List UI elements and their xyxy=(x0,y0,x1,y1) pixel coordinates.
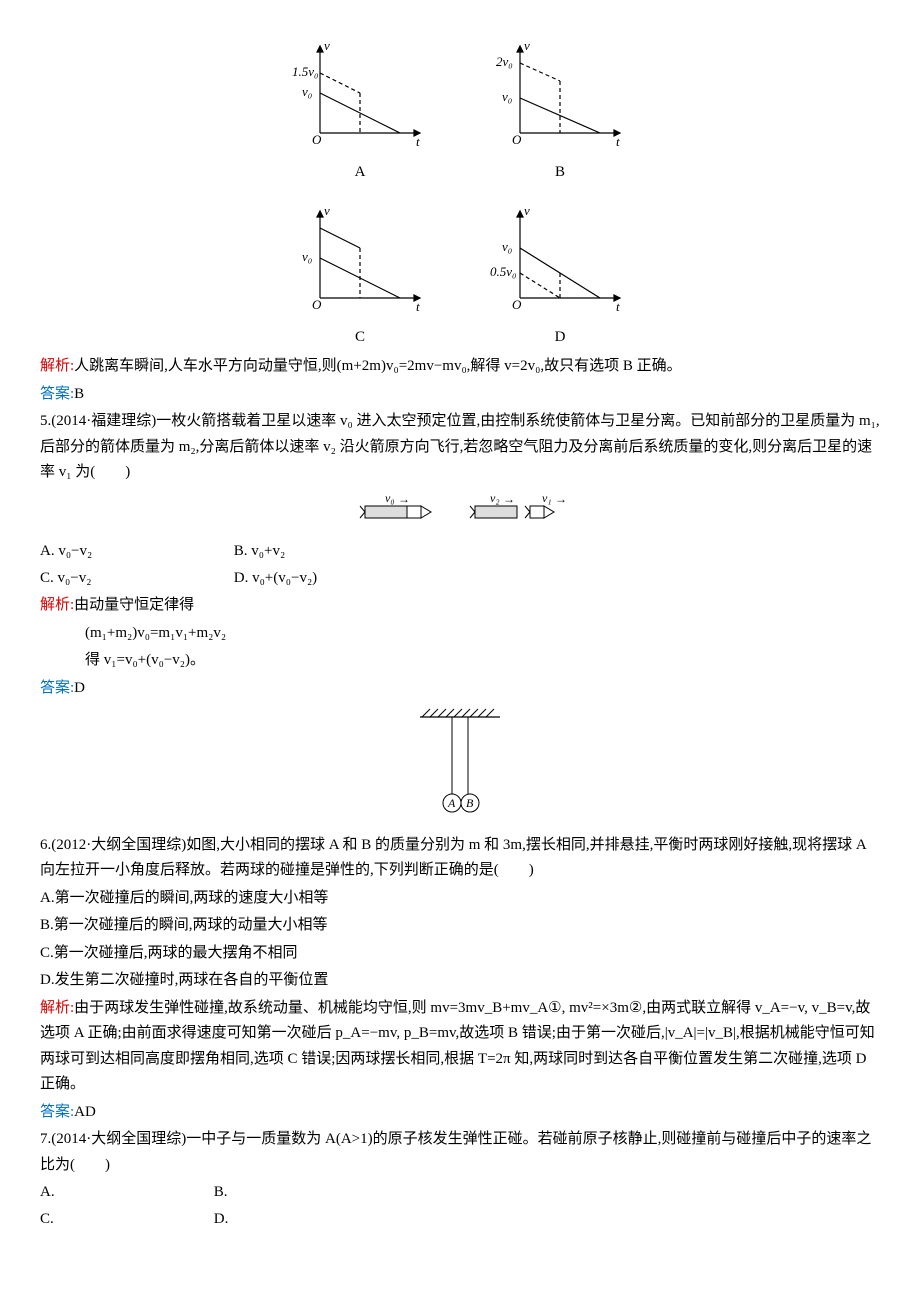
q5-answer-text: D xyxy=(74,680,85,696)
analysis-label: 解析: xyxy=(40,358,74,374)
q4-analysis: 解析:人跳离车瞬间,人车水平方向动量守恒,则(m+2m)v₀=2mv−mv₀,解… xyxy=(40,354,880,380)
svg-text:t: t xyxy=(616,134,620,148)
svg-text:→: → xyxy=(398,492,410,506)
q4-answer-text: B xyxy=(74,386,84,402)
q6-optC: C.第一次碰撞后,两球的最大摆角不相同 xyxy=(40,941,880,967)
q7-optA: A. xyxy=(40,1180,210,1206)
q7-optD: D. xyxy=(214,1207,384,1233)
graph-B-label: B xyxy=(490,160,630,186)
svg-text:t: t xyxy=(616,299,620,313)
q5-analysis-text: 由动量守恒定律得 xyxy=(74,597,194,613)
q7-num: 7. xyxy=(40,1131,51,1147)
svg-text:1.5v₀: 1.5v₀ xyxy=(292,64,319,79)
q5-stem: 5.(2014·福建理综)一枚火箭搭载着卫星以速率 v₀ 进入太空预定位置,由控… xyxy=(40,409,880,486)
graph-A-svg: 1.5v₀ v₀ O t v xyxy=(290,38,430,148)
svg-text:v₂: v₂ xyxy=(490,492,500,505)
q4-answer: 答案:B xyxy=(40,382,880,408)
graph-A: 1.5v₀ v₀ O t v A xyxy=(290,38,430,185)
q6-optA: A.第一次碰撞后的瞬间,两球的速度大小相等 xyxy=(40,886,880,912)
graph-C-label: C xyxy=(290,325,430,351)
svg-text:t: t xyxy=(416,134,420,148)
q5-optD: D. v₀+(v₀−v₂) xyxy=(234,566,424,592)
q5-analysis-l3: 得 v₁=v₀+(v₀−v₂)。 xyxy=(40,648,880,674)
graph-D-label: D xyxy=(490,325,630,351)
q5-opts-row1: A. v₀−v₂ B. v₀+v₂ xyxy=(40,539,880,565)
q6-stem: 6.(2012·大纲全国理综)如图,大小相同的摆球 A 和 B 的质量分别为 m… xyxy=(40,833,880,884)
graph-D-svg: v₀ 0.5v₀ O t v xyxy=(490,203,630,313)
svg-text:v: v xyxy=(324,203,330,218)
q7-source: (2014·大纲全国理综) xyxy=(51,1131,186,1147)
q5-num: 5. xyxy=(40,413,51,429)
q6-source: (2012·大纲全国理综) xyxy=(51,837,186,853)
q7-opts-row1: A. B. xyxy=(40,1180,880,1206)
graphs-row-2: v₀ O t v C v₀ 0.5v₀ O t v D xyxy=(40,203,880,350)
svg-text:→: → xyxy=(555,492,567,506)
svg-text:v: v xyxy=(524,38,530,53)
svg-text:B: B xyxy=(466,796,474,810)
q5-optA: A. v₀−v₂ xyxy=(40,539,230,565)
q5-source: (2014·福建理综) xyxy=(51,413,156,429)
q6-num: 6. xyxy=(40,837,51,853)
graphs-row-1: 1.5v₀ v₀ O t v A 2v₀ v₀ O t v B xyxy=(40,38,880,185)
svg-text:v₀: v₀ xyxy=(302,249,312,264)
q6-optD: D.发生第二次碰撞时,两球在各自的平衡位置 xyxy=(40,968,880,994)
q6-optB: B.第一次碰撞后的瞬间,两球的动量大小相等 xyxy=(40,913,880,939)
answer-label: 答案: xyxy=(40,680,74,696)
svg-text:O: O xyxy=(512,297,522,312)
pendulum-fig: A B xyxy=(40,707,880,827)
q5-analysis-l2: (m₁+m₂)v₀=m₁v₁+m₂v₂ xyxy=(40,621,880,647)
svg-text:2v₀: 2v₀ xyxy=(496,54,513,69)
answer-label: 答案: xyxy=(40,1104,74,1120)
graph-B: 2v₀ v₀ O t v B xyxy=(490,38,630,185)
q7-opts-row2: C. D. xyxy=(40,1207,880,1233)
analysis-label: 解析: xyxy=(40,1000,74,1016)
svg-text:v₀: v₀ xyxy=(502,239,512,254)
q6-analysis-text: 由于两球发生弹性碰撞,故系统动量、机械能均守恒,则 mv=3mv_B+mv_A①… xyxy=(40,1000,875,1093)
q5-analysis: 解析:由动量守恒定律得 xyxy=(40,593,880,619)
q7-optC: C. xyxy=(40,1207,210,1233)
graph-C-svg: v₀ O t v xyxy=(290,203,430,313)
svg-text:v₀: v₀ xyxy=(502,89,512,104)
q6-answer: 答案:AD xyxy=(40,1100,880,1126)
svg-text:0.5v₀: 0.5v₀ xyxy=(490,264,517,279)
q7-optB: B. xyxy=(214,1180,384,1206)
svg-text:v: v xyxy=(324,38,330,53)
svg-text:O: O xyxy=(312,297,322,312)
answer-label: 答案: xyxy=(40,386,74,402)
svg-text:v: v xyxy=(524,203,530,218)
graph-C: v₀ O t v C xyxy=(290,203,430,350)
svg-text:v₀: v₀ xyxy=(302,84,312,99)
q5-opts-row2: C. v₀−v₂ D. v₀+(v₀−v₂) xyxy=(40,566,880,592)
q5-optC: C. v₀−v₂ xyxy=(40,566,230,592)
svg-text:→: → xyxy=(503,492,515,506)
graph-B-svg: 2v₀ v₀ O t v xyxy=(490,38,630,148)
q5-body: 一枚火箭搭载着卫星以速率 v₀ 进入太空预定位置,由控制系统使箭体与卫星分离。已… xyxy=(40,413,880,480)
q7-stem: 7.(2014·大纲全国理综)一中子与一质量数为 A(A>1)的原子核发生弹性正… xyxy=(40,1127,880,1178)
svg-text:O: O xyxy=(512,132,522,147)
rocket-fig: v₀→ v₂→ v₁→ xyxy=(40,492,880,534)
q5-optB: B. v₀+v₂ xyxy=(234,539,424,565)
svg-text:A: A xyxy=(447,796,456,810)
svg-text:O: O xyxy=(312,132,322,147)
q6-answer-text: AD xyxy=(74,1104,96,1120)
graph-D: v₀ 0.5v₀ O t v D xyxy=(490,203,630,350)
analysis-label: 解析: xyxy=(40,597,74,613)
svg-text:t: t xyxy=(416,299,420,313)
q5-answer: 答案:D xyxy=(40,676,880,702)
q4-analysis-text: 人跳离车瞬间,人车水平方向动量守恒,则(m+2m)v₀=2mv−mv₀,解得 v… xyxy=(74,358,681,374)
q6-analysis: 解析:由于两球发生弹性碰撞,故系统动量、机械能均守恒,则 mv=3mv_B+mv… xyxy=(40,996,880,1098)
graph-A-label: A xyxy=(290,160,430,186)
svg-text:v₀: v₀ xyxy=(385,492,395,505)
svg-text:v₁: v₁ xyxy=(542,492,552,505)
